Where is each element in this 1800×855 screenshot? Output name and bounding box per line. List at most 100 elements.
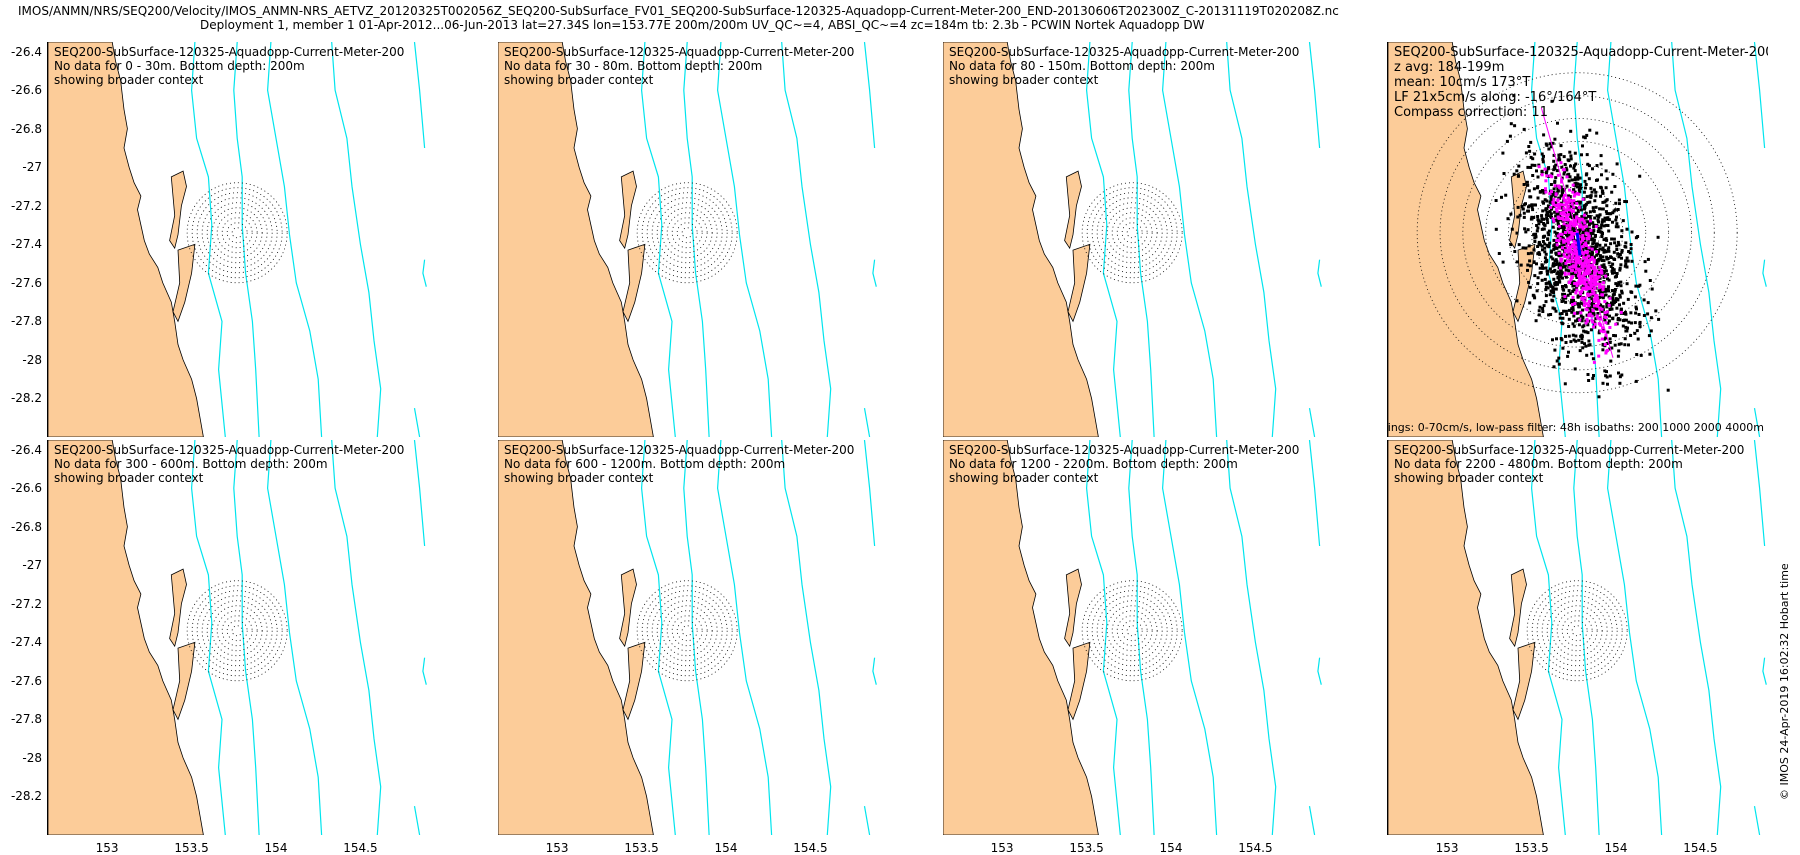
coastline-land xyxy=(943,42,1099,437)
panel-caption-line: showing broader context xyxy=(54,73,204,87)
y-tick-label: -27 xyxy=(22,558,42,573)
isobath-line-6 xyxy=(422,259,427,287)
panel-caption-line: No data for 80 - 150m. Bottom depth: 200… xyxy=(949,59,1215,73)
isobath-line-7 xyxy=(413,805,421,835)
isobath-line-1 xyxy=(1085,42,1121,437)
speed-ring-5 xyxy=(661,605,713,657)
panel-note: rings: 0-70cm/s, low-pass filter: 48h is… xyxy=(1388,421,1764,434)
speed-ring-8 xyxy=(196,590,278,672)
y-axis-line xyxy=(47,440,48,835)
y-axis-line xyxy=(1387,440,1388,835)
x-tick-label: 153 xyxy=(1435,841,1459,855)
x-tick-label: 154 xyxy=(714,841,738,855)
isobath-line-2 xyxy=(1128,440,1155,835)
panel-caption-line: showing broader context xyxy=(504,73,654,87)
panel-caption-line: No data for 300 - 600m. Bottom depth: 20… xyxy=(54,457,328,471)
panel-caption-line: SEQ200-SubSurface-120325-Aquadopp-Curren… xyxy=(949,443,1300,457)
speed-ring-9 xyxy=(191,585,283,677)
x-tick-label: 153.5 xyxy=(174,841,209,855)
coastline-land xyxy=(498,440,654,835)
speed-ring-7 xyxy=(1541,595,1613,667)
map-plot xyxy=(48,42,427,437)
speed-ring-5 xyxy=(1551,605,1603,657)
map-plot xyxy=(943,42,1322,437)
speed-ring-6 xyxy=(206,202,268,264)
map-panel-8: SEQ200-SubSurface-120325-Aquadopp-Curren… xyxy=(1388,440,1768,835)
speed-ring-1 xyxy=(1126,625,1138,637)
isobath-line-6 xyxy=(1317,657,1322,685)
y-axis-line xyxy=(1387,42,1388,437)
speed-ring-1 xyxy=(681,227,693,239)
isobath-line-5 xyxy=(1308,42,1321,149)
speed-ring-2 xyxy=(1566,620,1588,642)
x-tick-label: 154 xyxy=(1604,841,1628,855)
isobath-line-2 xyxy=(1573,440,1600,835)
speed-ring-10 xyxy=(1081,182,1183,284)
isobath-line-3 xyxy=(266,440,323,835)
x-tick-label: 153.5 xyxy=(1069,841,1104,855)
speed-ring-6 xyxy=(656,202,718,264)
y-tick-label: -27.2 xyxy=(10,596,42,611)
x-tick-label: 153.5 xyxy=(1514,841,1549,855)
speed-ring-7 xyxy=(651,595,723,667)
x-tick-label: 153 xyxy=(545,841,569,855)
panel-caption-line: showing broader context xyxy=(504,471,654,485)
panel-caption-line: SEQ200-SubSurface-120325-Aquadopp-Curren… xyxy=(54,45,405,59)
panel-caption: SEQ200-SubSurface-120325-Aquadopp-Curren… xyxy=(504,45,854,87)
speed-ring-1 xyxy=(1571,625,1583,637)
speed-ring-2 xyxy=(1121,620,1143,642)
speed-ring-4 xyxy=(1556,610,1598,652)
island-1 xyxy=(619,568,637,648)
speed-ring-5 xyxy=(211,605,263,657)
speed-ring-9 xyxy=(191,187,283,279)
speed-ring-10 xyxy=(186,182,288,284)
isobath-line-6 xyxy=(1762,259,1767,287)
map-plot xyxy=(48,440,427,835)
isobath-line-3 xyxy=(1606,440,1663,835)
y-tick-label: -27.6 xyxy=(10,673,42,688)
speed-ring-7 xyxy=(1096,197,1168,269)
isobath-line-4 xyxy=(781,42,832,437)
isobath-line-5 xyxy=(413,440,426,547)
speed-ring-9 xyxy=(641,187,733,279)
isobath-line-7 xyxy=(1308,805,1316,835)
coastline-land xyxy=(498,42,654,437)
speed-ring-3 xyxy=(221,615,253,647)
speed-ring-2 xyxy=(1531,186,1624,279)
speed-ring-3 xyxy=(221,217,253,249)
speed-ring-8 xyxy=(196,192,278,274)
speed-ring-9 xyxy=(1531,585,1623,677)
isobath-line-4 xyxy=(1226,42,1277,437)
speed-ring-3 xyxy=(1116,217,1148,249)
isobath-line-2 xyxy=(683,440,710,835)
isobath-line-4 xyxy=(331,42,382,437)
speed-ring-8 xyxy=(1091,192,1173,274)
isobath-line-7 xyxy=(413,407,421,437)
panel-caption-line: mean: 10cm/s 173°T xyxy=(1394,75,1531,90)
speed-ring-10 xyxy=(636,580,738,682)
isobath-line-2 xyxy=(683,42,710,437)
x-tick-label: 154.5 xyxy=(1683,841,1718,855)
speed-ring-5 xyxy=(1462,118,1692,348)
speed-ring-7 xyxy=(201,595,273,667)
speed-ring-8 xyxy=(1536,590,1618,672)
x-tick-label: 154.5 xyxy=(343,841,378,855)
speed-ring-8 xyxy=(646,192,728,274)
isobath-line-1 xyxy=(190,440,226,835)
isobath-line-3 xyxy=(1161,42,1218,437)
speed-ring-3 xyxy=(1561,615,1593,647)
speed-ring-6 xyxy=(1101,600,1163,662)
speed-ring-6 xyxy=(1546,600,1608,662)
speed-ring-8 xyxy=(1091,590,1173,672)
speed-ring-2 xyxy=(226,620,248,642)
island-2 xyxy=(172,641,196,721)
speed-ring-10 xyxy=(1081,580,1183,682)
map-panel-2: SEQ200-SubSurface-120325-Aquadopp-Curren… xyxy=(498,42,878,437)
speed-ring-7 xyxy=(1096,595,1168,667)
isobath-line-1 xyxy=(1530,440,1566,835)
speed-ring-4 xyxy=(216,212,258,254)
isobath-line-3 xyxy=(716,440,773,835)
island-1 xyxy=(619,170,637,250)
panel-caption-line: No data for 0 - 30m. Bottom depth: 200m xyxy=(54,59,305,73)
speed-ring-3 xyxy=(1116,615,1148,647)
